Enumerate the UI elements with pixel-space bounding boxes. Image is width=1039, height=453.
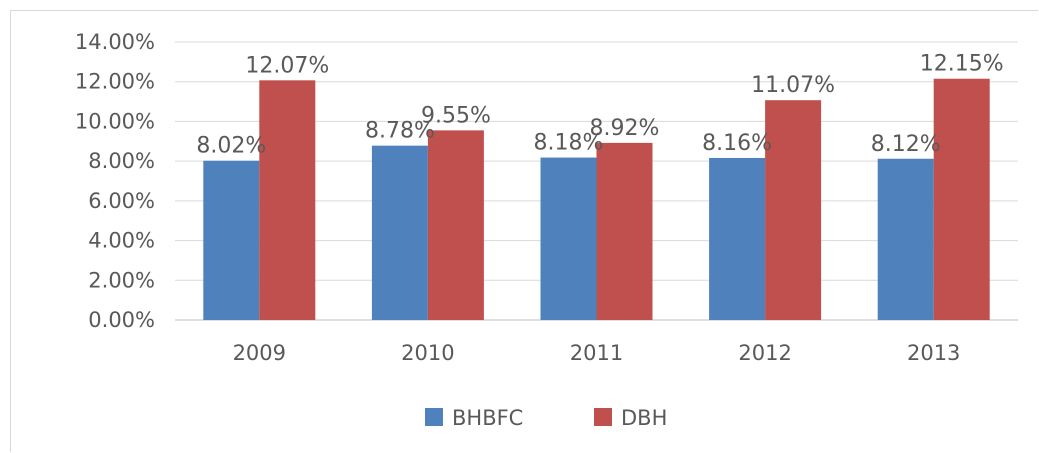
- x-tick-label: 2009: [233, 341, 286, 365]
- data-label: 8.78%: [365, 119, 435, 144]
- bar-dbh-2012: [765, 100, 822, 320]
- y-tick-label: 10.00%: [75, 109, 155, 133]
- legend-label: DBH: [621, 406, 667, 430]
- x-tick-label: 2010: [401, 341, 454, 365]
- data-label: 12.15%: [920, 52, 1004, 77]
- bar-dbh-2011: [596, 142, 653, 320]
- data-label: 8.18%: [534, 131, 604, 156]
- data-label: 8.92%: [590, 116, 660, 141]
- bar-bhbfc-2010: [371, 145, 428, 320]
- bar-bhbfc-2009: [203, 160, 260, 320]
- data-label: 9.55%: [421, 103, 491, 128]
- legend-swatch-bhbfc: [425, 408, 443, 426]
- legend-label: BHBFC: [452, 406, 523, 430]
- y-tick-label: 4.00%: [88, 229, 155, 253]
- data-label: 11.07%: [751, 73, 835, 98]
- bar-dbh-2010: [427, 130, 484, 320]
- bar-bhbfc-2011: [540, 157, 597, 320]
- x-tick-label: 2012: [738, 341, 791, 365]
- legend-swatch-dbh: [594, 408, 612, 426]
- data-label: 8.16%: [702, 131, 772, 156]
- x-tick-label: 2011: [570, 341, 623, 365]
- y-tick-label: 12.00%: [75, 70, 155, 94]
- data-label: 8.02%: [196, 134, 266, 159]
- bar-bhbfc-2012: [709, 157, 766, 320]
- y-tick-label: 8.00%: [88, 149, 155, 173]
- y-tick-label: 6.00%: [88, 189, 155, 213]
- y-tick-label: 14.00%: [75, 30, 155, 54]
- x-tick-label: 2013: [907, 341, 960, 365]
- chart-frame: [10, 10, 1038, 452]
- data-label: 8.12%: [871, 132, 941, 157]
- y-tick-label: 0.00%: [88, 308, 155, 332]
- data-label: 12.07%: [245, 53, 329, 78]
- bar-bhbfc-2013: [877, 158, 934, 320]
- bar-dbh-2013: [933, 78, 990, 320]
- y-tick-label: 2.00%: [88, 268, 155, 292]
- bar-dbh-2009: [259, 80, 316, 321]
